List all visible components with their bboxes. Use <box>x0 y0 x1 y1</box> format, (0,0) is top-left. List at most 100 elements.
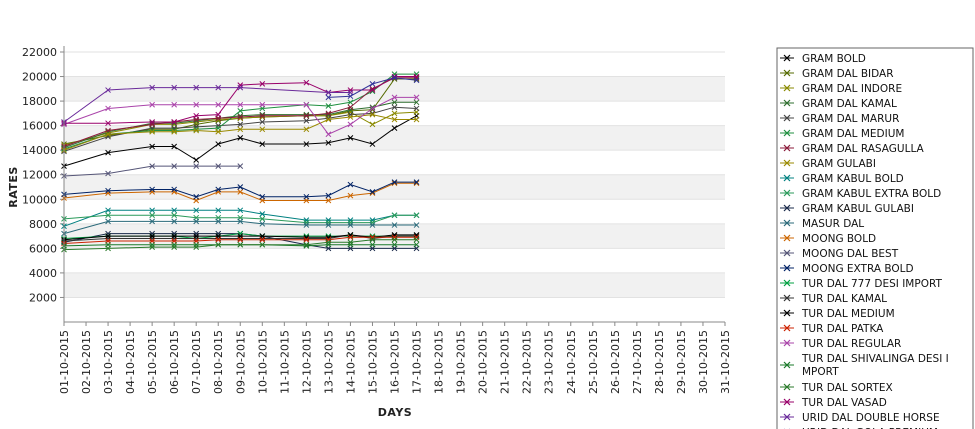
legend-item: GRAM DAL BIDAR <box>780 68 894 80</box>
data-point <box>303 222 310 228</box>
data-point <box>237 236 244 243</box>
legend-label: MOONG EXTRA BOLD <box>802 263 914 275</box>
data-point <box>171 235 178 242</box>
data-point <box>303 101 310 108</box>
data-point <box>193 193 200 200</box>
data-point <box>347 87 354 93</box>
data-point <box>325 103 332 109</box>
x-tick-label: 13-10-2015 <box>322 330 335 394</box>
data-point <box>193 233 200 239</box>
data-point <box>149 241 155 248</box>
grid-bands <box>64 51 725 298</box>
data-point <box>105 190 111 196</box>
data-point <box>215 218 222 225</box>
series-line <box>63 73 417 150</box>
data-point <box>105 207 111 214</box>
legend-item: TUR DAL KAMAL <box>780 293 887 305</box>
data-point <box>259 236 266 243</box>
data-point <box>325 217 332 223</box>
data-point <box>391 212 398 219</box>
data-point <box>303 217 310 223</box>
x-tick-label: 24-10-2015 <box>565 330 578 394</box>
legend-label: GRAM DAL BIDAR <box>802 68 894 80</box>
x-tick-label: 17-10-2015 <box>411 330 424 394</box>
legend-label: GRAM KABUL BOLD <box>802 173 904 185</box>
legend-item: TUR DAL VASAD <box>780 397 887 409</box>
data-point <box>193 84 200 91</box>
data-point <box>237 207 244 214</box>
data-point <box>215 163 222 169</box>
data-point <box>237 163 244 169</box>
x-tick-label: 09-10-2015 <box>234 330 247 394</box>
data-point <box>391 116 398 123</box>
legend-frame <box>776 47 974 429</box>
x-tick-label: 10-10-2015 <box>256 330 269 394</box>
legend-item: TUR DAL PATKA <box>780 323 884 335</box>
data-point <box>347 99 354 106</box>
legend-items: GRAM BOLD GRAM DAL BIDAR GRAM DAL INDORE GR… <box>780 53 949 429</box>
legend-item: TUR DAL MEDIUM <box>780 308 895 320</box>
data-point <box>171 143 178 150</box>
data-point <box>303 112 310 119</box>
data-point <box>171 163 178 169</box>
y-tick-label: 4000 <box>29 267 57 280</box>
data-point <box>237 189 244 195</box>
data-point <box>193 230 200 237</box>
data-point <box>149 163 155 169</box>
legend-label: TUR DAL REGULAR <box>801 338 901 350</box>
legend-item: TUR DAL SORTEX <box>780 382 893 394</box>
data-point <box>215 141 222 147</box>
data-point <box>325 94 332 101</box>
data-point <box>149 244 155 250</box>
data-point <box>325 89 332 96</box>
series <box>61 111 420 154</box>
x-tick-label: 31-10-2015 <box>719 330 732 394</box>
data-point <box>237 184 244 190</box>
data-point <box>149 207 155 214</box>
legend-label: GRAM KABUL GULABI <box>802 203 914 215</box>
series-line <box>63 214 417 224</box>
data-point <box>237 114 244 120</box>
legend-label: TUR DAL VASAD <box>801 397 887 409</box>
series <box>325 74 420 101</box>
data-point <box>193 101 200 108</box>
series-line <box>63 220 417 235</box>
data-point <box>391 94 398 101</box>
data-point <box>369 222 376 228</box>
data-point <box>171 212 178 219</box>
data-point <box>237 84 244 91</box>
data-point <box>303 241 310 248</box>
data-point <box>105 87 111 93</box>
legend-label: TUR DAL 777 DESI IMPORT <box>801 278 942 290</box>
data-point <box>171 128 178 135</box>
x-tick-label: 25-10-2015 <box>587 330 600 394</box>
data-point <box>149 212 155 219</box>
data-point <box>369 141 376 147</box>
series-line <box>63 77 417 147</box>
data-point <box>391 241 398 248</box>
data-point <box>347 234 354 241</box>
data-point <box>347 241 354 248</box>
data-point <box>369 81 376 87</box>
legend-label: TUR DAL MEDIUM <box>801 308 895 320</box>
data-point <box>193 163 200 169</box>
y-tick-label: 6000 <box>29 242 57 255</box>
series-line <box>63 96 417 135</box>
legend-item: URID DAL GOLA PREMIUM <box>784 427 938 429</box>
x-tick-label: 19-10-2015 <box>455 330 468 394</box>
x-tick-label: 26-10-2015 <box>609 330 622 394</box>
legend-item: GRAM BOLD <box>780 53 866 65</box>
data-point <box>391 99 398 106</box>
data-point <box>413 116 420 123</box>
data-point <box>105 230 111 237</box>
data-point <box>215 230 222 237</box>
data-point <box>171 230 178 237</box>
legend-item: GRAM DAL MEDIUM <box>780 128 904 140</box>
data-point <box>391 234 398 241</box>
data-point <box>413 241 420 248</box>
x-tick-label: 08-10-2015 <box>212 330 225 394</box>
data-point <box>325 192 332 199</box>
legend-label: GRAM KABUL EXTRA BOLD <box>802 188 941 200</box>
legend: GRAM BOLD GRAM DAL BIDAR GRAM DAL INDORE GR… <box>776 47 974 429</box>
